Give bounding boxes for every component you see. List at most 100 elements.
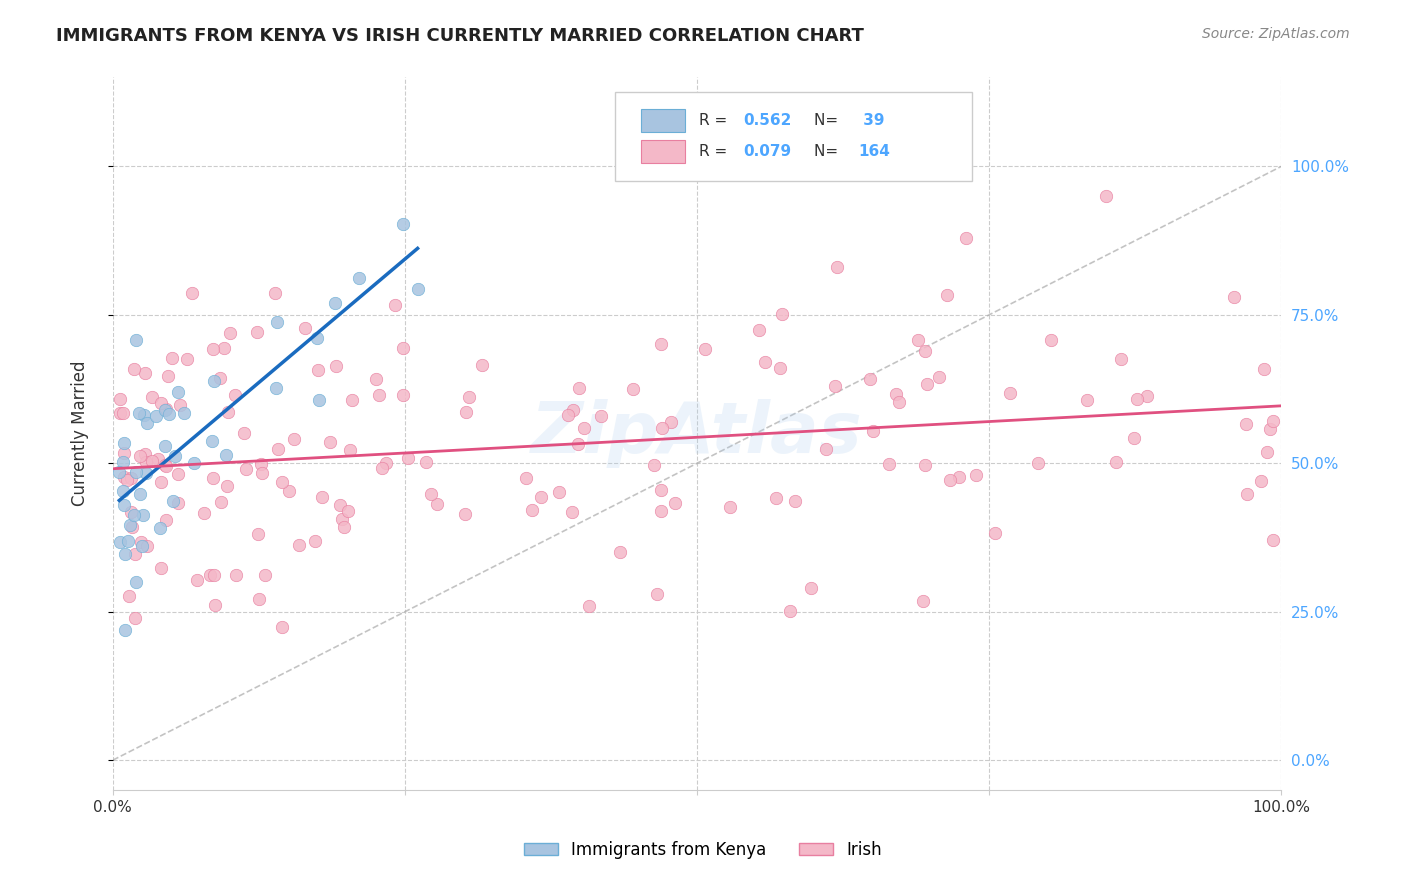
Point <box>858 372 880 386</box>
Point <box>118 517 141 532</box>
Point <box>877 457 900 471</box>
Point <box>235 462 257 476</box>
Point <box>202 374 225 388</box>
Point <box>145 409 167 424</box>
Point <box>148 452 170 467</box>
Point <box>914 344 936 359</box>
Point <box>557 409 579 423</box>
Point <box>392 217 415 231</box>
Point <box>122 508 145 522</box>
Point <box>695 342 717 356</box>
Point <box>307 362 329 376</box>
Point <box>651 421 673 435</box>
Text: 39: 39 <box>858 113 884 128</box>
Point <box>548 485 571 500</box>
Point <box>392 341 415 355</box>
Point <box>141 454 163 468</box>
Point <box>201 471 224 485</box>
Point <box>254 567 277 582</box>
Text: 0.079: 0.079 <box>744 144 792 159</box>
Point <box>201 434 224 449</box>
Point <box>150 395 173 409</box>
Point <box>125 465 148 479</box>
Point <box>1253 362 1275 376</box>
Point <box>250 466 273 480</box>
Point <box>329 498 352 512</box>
Point <box>384 298 406 312</box>
Point <box>215 448 238 462</box>
Point <box>149 561 172 575</box>
Point <box>325 359 347 373</box>
Point <box>948 470 970 484</box>
Point <box>148 521 170 535</box>
Point <box>114 623 136 637</box>
Point <box>457 390 479 404</box>
Point <box>515 471 537 485</box>
Point <box>186 573 208 587</box>
Point <box>155 458 177 473</box>
Point <box>371 461 394 475</box>
Point <box>129 535 152 549</box>
Point <box>157 407 180 421</box>
Point <box>271 475 294 489</box>
Point <box>156 368 179 383</box>
Point <box>112 455 135 469</box>
Point <box>202 342 225 356</box>
Point <box>307 331 329 345</box>
Point <box>578 599 600 613</box>
Point <box>209 371 232 385</box>
Point <box>266 315 288 329</box>
Point <box>129 487 152 501</box>
Point <box>117 534 139 549</box>
Point <box>120 505 142 519</box>
Point <box>862 424 884 438</box>
Point <box>884 387 907 401</box>
Point <box>983 526 1005 541</box>
Text: N=: N= <box>814 113 842 128</box>
Point <box>392 387 415 401</box>
Point <box>568 381 591 395</box>
Point <box>339 443 361 458</box>
Point <box>650 337 672 351</box>
Point <box>108 392 131 407</box>
Point <box>132 508 155 522</box>
Point <box>342 392 364 407</box>
Point <box>122 362 145 376</box>
Point <box>337 504 360 518</box>
Point <box>278 484 301 499</box>
FancyBboxPatch shape <box>641 110 685 132</box>
Point <box>1250 475 1272 489</box>
Point <box>415 455 437 469</box>
Point <box>333 520 356 534</box>
Point <box>1234 417 1257 431</box>
Point <box>304 533 326 548</box>
Point <box>1261 533 1284 547</box>
Point <box>131 540 153 554</box>
Point <box>650 504 672 518</box>
Point <box>825 260 848 275</box>
Point <box>198 567 221 582</box>
Y-axis label: Currently Married: Currently Married <box>72 361 89 507</box>
Point <box>136 416 159 430</box>
Point <box>124 611 146 625</box>
Point <box>134 446 156 460</box>
Point <box>128 406 150 420</box>
Point <box>132 408 155 422</box>
Point <box>754 355 776 369</box>
Point <box>209 495 232 509</box>
Point <box>217 405 239 419</box>
Point <box>246 325 269 339</box>
Text: R =: R = <box>699 113 733 128</box>
Point <box>117 589 139 603</box>
Point <box>202 568 225 582</box>
Point <box>150 475 173 489</box>
Point <box>162 494 184 508</box>
Point <box>176 351 198 366</box>
Point <box>212 341 235 355</box>
Point <box>247 527 270 541</box>
Point <box>939 473 962 487</box>
Point <box>136 539 159 553</box>
Point <box>1263 414 1285 428</box>
Point <box>1026 456 1049 470</box>
Point <box>114 446 136 460</box>
